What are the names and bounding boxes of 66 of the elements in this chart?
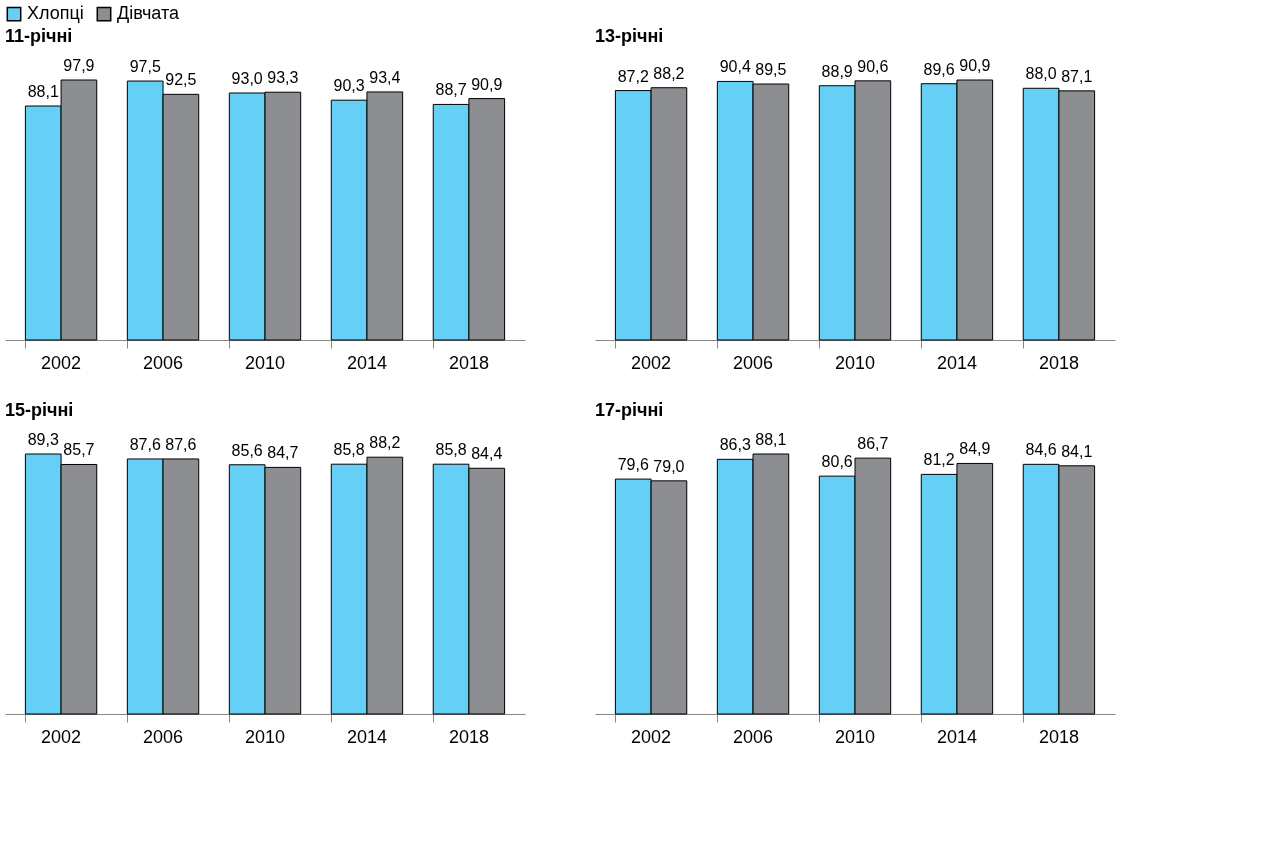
data-label: 90,4 xyxy=(719,58,751,76)
data-label: 87,2 xyxy=(617,67,649,85)
data-label: 80,6 xyxy=(821,453,853,471)
x-tick-label: 2014 xyxy=(936,726,977,747)
chart-title: 17-річні xyxy=(595,400,664,420)
x-tick-label: 2014 xyxy=(346,726,387,747)
chart-title: 15-річні xyxy=(5,400,74,420)
data-label: 84,4 xyxy=(471,445,503,463)
data-label: 90,9 xyxy=(471,75,503,93)
data-label: 88,7 xyxy=(435,81,467,99)
x-tick-label: 2010 xyxy=(834,726,876,747)
data-label: 84,7 xyxy=(267,444,299,462)
data-label: 90,3 xyxy=(333,77,365,95)
data-label: 92,5 xyxy=(165,71,197,89)
x-tick-label: 2010 xyxy=(244,726,286,747)
x-tick-label: 2018 xyxy=(448,352,489,373)
data-label: 86,3 xyxy=(719,436,751,454)
data-label: 87,6 xyxy=(129,435,161,453)
data-label: 87,1 xyxy=(1061,67,1093,85)
x-tick-label: 2006 xyxy=(143,726,184,747)
data-label: 89,6 xyxy=(923,60,955,78)
data-label: 84,6 xyxy=(1025,441,1057,459)
data-label: 85,6 xyxy=(231,441,263,459)
data-label: 97,5 xyxy=(129,58,161,76)
data-label: 81,2 xyxy=(923,451,955,469)
data-label: 89,3 xyxy=(27,431,59,448)
x-tick-label: 2006 xyxy=(143,352,184,373)
x-tick-label: 2010 xyxy=(244,352,286,373)
x-tick-label: 2002 xyxy=(41,726,82,747)
data-label: 88,2 xyxy=(653,64,685,82)
legend-label: Дівчата xyxy=(117,3,180,24)
data-label: 86,7 xyxy=(857,435,889,453)
data-label: 84,1 xyxy=(1061,442,1093,460)
data-label: 90,6 xyxy=(857,57,889,75)
x-tick-label: 2002 xyxy=(41,352,82,373)
data-label: 90,9 xyxy=(959,57,991,74)
x-tick-label: 2006 xyxy=(733,352,774,373)
data-label: 88,2 xyxy=(369,434,401,452)
data-label: 85,7 xyxy=(63,441,95,459)
chart-title: 13-річні xyxy=(595,26,664,46)
data-label: 79,0 xyxy=(653,457,685,475)
data-label: 85,8 xyxy=(435,441,467,459)
data-label: 93,4 xyxy=(369,68,401,86)
data-label: 85,8 xyxy=(333,441,365,459)
data-label: 87,6 xyxy=(165,435,197,453)
data-label: 93,0 xyxy=(231,70,263,88)
x-tick-label: 2018 xyxy=(1038,726,1079,747)
data-label: 88,1 xyxy=(755,431,787,448)
chart-title: 11-річні xyxy=(5,26,73,46)
x-tick-label: 2002 xyxy=(631,352,672,373)
x-tick-label: 2014 xyxy=(346,352,387,373)
x-tick-label: 2014 xyxy=(936,352,977,373)
data-label: 89,5 xyxy=(755,61,787,78)
data-label: 88,0 xyxy=(1025,65,1057,83)
data-label: 88,1 xyxy=(27,83,59,101)
x-tick-label: 2018 xyxy=(448,726,489,747)
x-tick-label: 2010 xyxy=(834,352,876,373)
legend-label: Хлопці xyxy=(27,3,84,24)
data-label: 88,9 xyxy=(821,62,853,80)
x-tick-label: 2006 xyxy=(733,726,774,747)
data-label: 93,3 xyxy=(267,69,299,87)
data-label: 97,9 xyxy=(63,57,95,74)
x-tick-label: 2018 xyxy=(1038,352,1079,373)
x-tick-label: 2002 xyxy=(631,726,672,747)
data-label: 84,9 xyxy=(959,440,991,458)
data-label: 79,6 xyxy=(617,456,649,474)
